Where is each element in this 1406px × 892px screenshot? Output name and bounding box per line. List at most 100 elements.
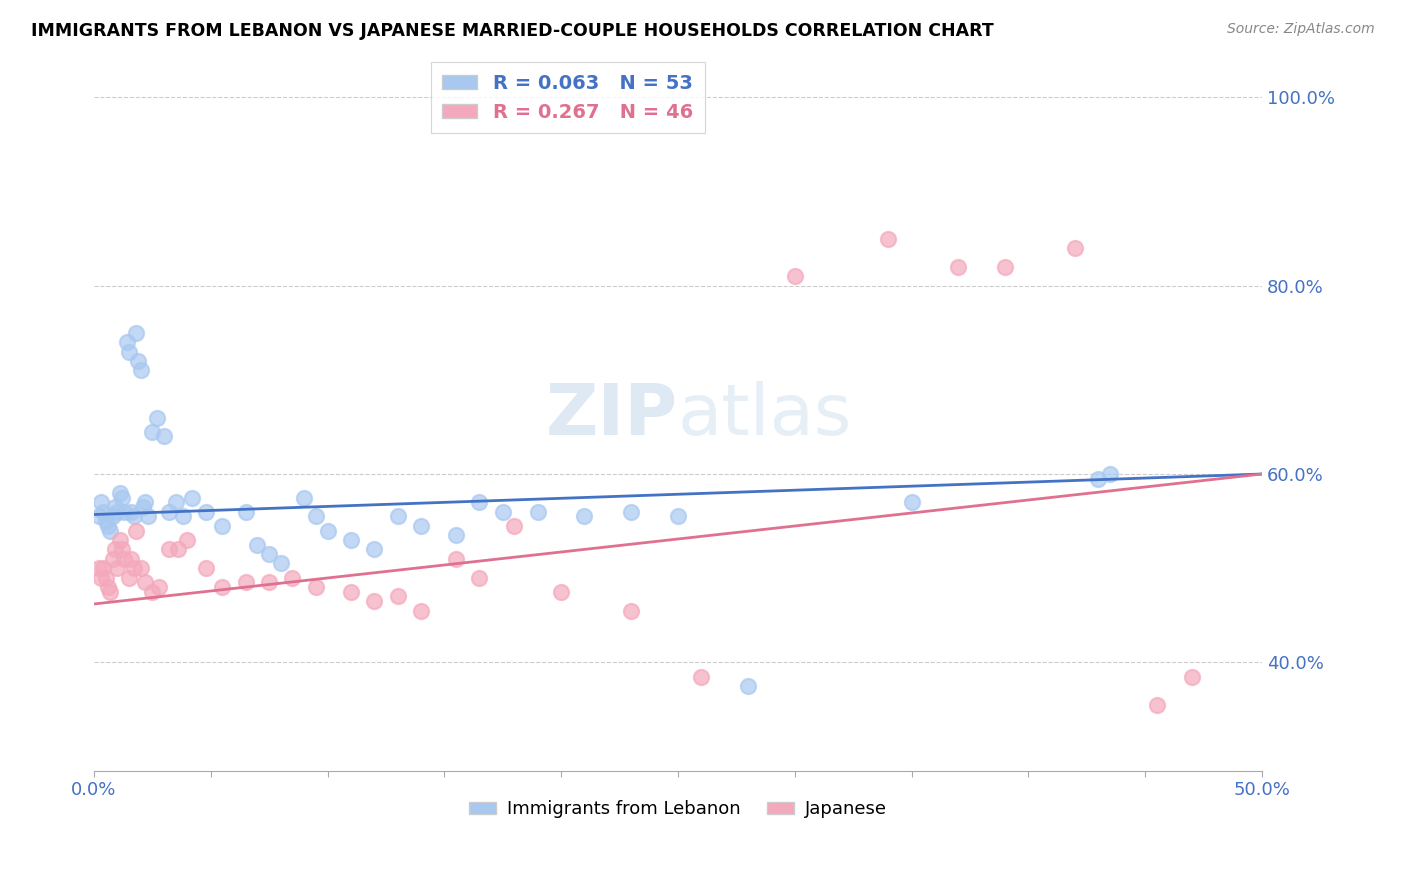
Point (690, 669, 713, 683)
Point (444, 551, 467, 566)
Point (270, 557, 292, 571)
Point (172, 509, 194, 524)
Point (257, 547, 280, 561)
Point (101, 551, 124, 566)
Point (90, 495, 112, 509)
Point (305, 509, 328, 524)
Point (167, 542, 190, 557)
Point (148, 580, 170, 594)
Point (1146, 698, 1168, 712)
Point (125, 326, 148, 340)
Point (104, 500, 127, 514)
Point (134, 575, 156, 590)
Point (97, 518, 120, 533)
Text: atlas: atlas (678, 381, 852, 450)
Point (134, 495, 156, 509)
Point (181, 491, 204, 505)
Point (783, 269, 806, 284)
Point (235, 505, 257, 519)
Point (620, 604, 643, 618)
Point (900, 495, 922, 509)
Point (468, 571, 491, 585)
Point (1181, 669, 1204, 683)
Point (292, 491, 315, 505)
Point (340, 584, 363, 599)
Point (550, 584, 572, 599)
Point (94, 514, 117, 528)
Point (129, 363, 152, 377)
Point (235, 575, 257, 590)
Point (492, 505, 515, 519)
Point (153, 429, 176, 443)
Point (526, 505, 548, 519)
Point (387, 509, 409, 524)
Point (105, 561, 128, 575)
Point (620, 505, 643, 519)
Point (363, 594, 385, 608)
Point (165, 495, 187, 509)
Point (105, 505, 128, 519)
Point (112, 551, 135, 566)
Point (316, 524, 339, 538)
Point (101, 509, 124, 524)
Point (176, 533, 198, 547)
Point (98, 584, 121, 599)
Point (1099, 467, 1122, 481)
Point (91, 505, 114, 519)
Point (94, 571, 117, 585)
Point (120, 505, 142, 519)
Point (340, 533, 363, 547)
Point (122, 561, 145, 575)
Point (129, 561, 152, 575)
Point (444, 528, 467, 542)
Point (108, 486, 131, 500)
Point (468, 495, 491, 509)
Point (211, 580, 233, 594)
Point (246, 538, 269, 552)
Point (122, 509, 145, 524)
Point (97, 580, 120, 594)
Point (104, 542, 127, 557)
Point (409, 604, 432, 618)
Point (195, 505, 218, 519)
Point (305, 580, 328, 594)
Text: IMMIGRANTS FROM LEBANON VS JAPANESE MARRIED-COUPLE HOUSEHOLDS CORRELATION CHART: IMMIGRANTS FROM LEBANON VS JAPANESE MARR… (31, 22, 994, 40)
Point (108, 533, 131, 547)
Point (211, 518, 233, 533)
Point (118, 571, 141, 585)
Point (994, 260, 1017, 274)
Point (877, 231, 900, 245)
Point (363, 542, 385, 557)
Point (503, 518, 526, 533)
Point (91, 561, 114, 575)
Text: ZIP: ZIP (546, 381, 678, 450)
Point (136, 509, 159, 524)
Point (195, 561, 218, 575)
Point (257, 575, 280, 590)
Point (141, 425, 163, 439)
Point (111, 491, 134, 505)
Point (387, 590, 409, 604)
Point (127, 354, 149, 368)
Point (409, 518, 432, 533)
Point (281, 571, 304, 585)
Text: Source: ZipAtlas.com: Source: ZipAtlas.com (1227, 22, 1375, 37)
Point (87, 509, 110, 524)
Legend: Immigrants from Lebanon, Japanese: Immigrants from Lebanon, Japanese (461, 793, 894, 826)
Point (157, 542, 180, 557)
Point (115, 335, 138, 350)
Point (666, 509, 689, 524)
Point (120, 551, 142, 566)
Point (737, 679, 759, 693)
Point (1064, 241, 1087, 255)
Point (125, 524, 148, 538)
Point (141, 584, 163, 599)
Point (118, 344, 141, 359)
Point (1087, 472, 1109, 486)
Point (111, 542, 134, 557)
Point (146, 410, 169, 425)
Point (90, 571, 112, 585)
Point (98, 524, 121, 538)
Point (132, 500, 155, 514)
Point (157, 505, 180, 519)
